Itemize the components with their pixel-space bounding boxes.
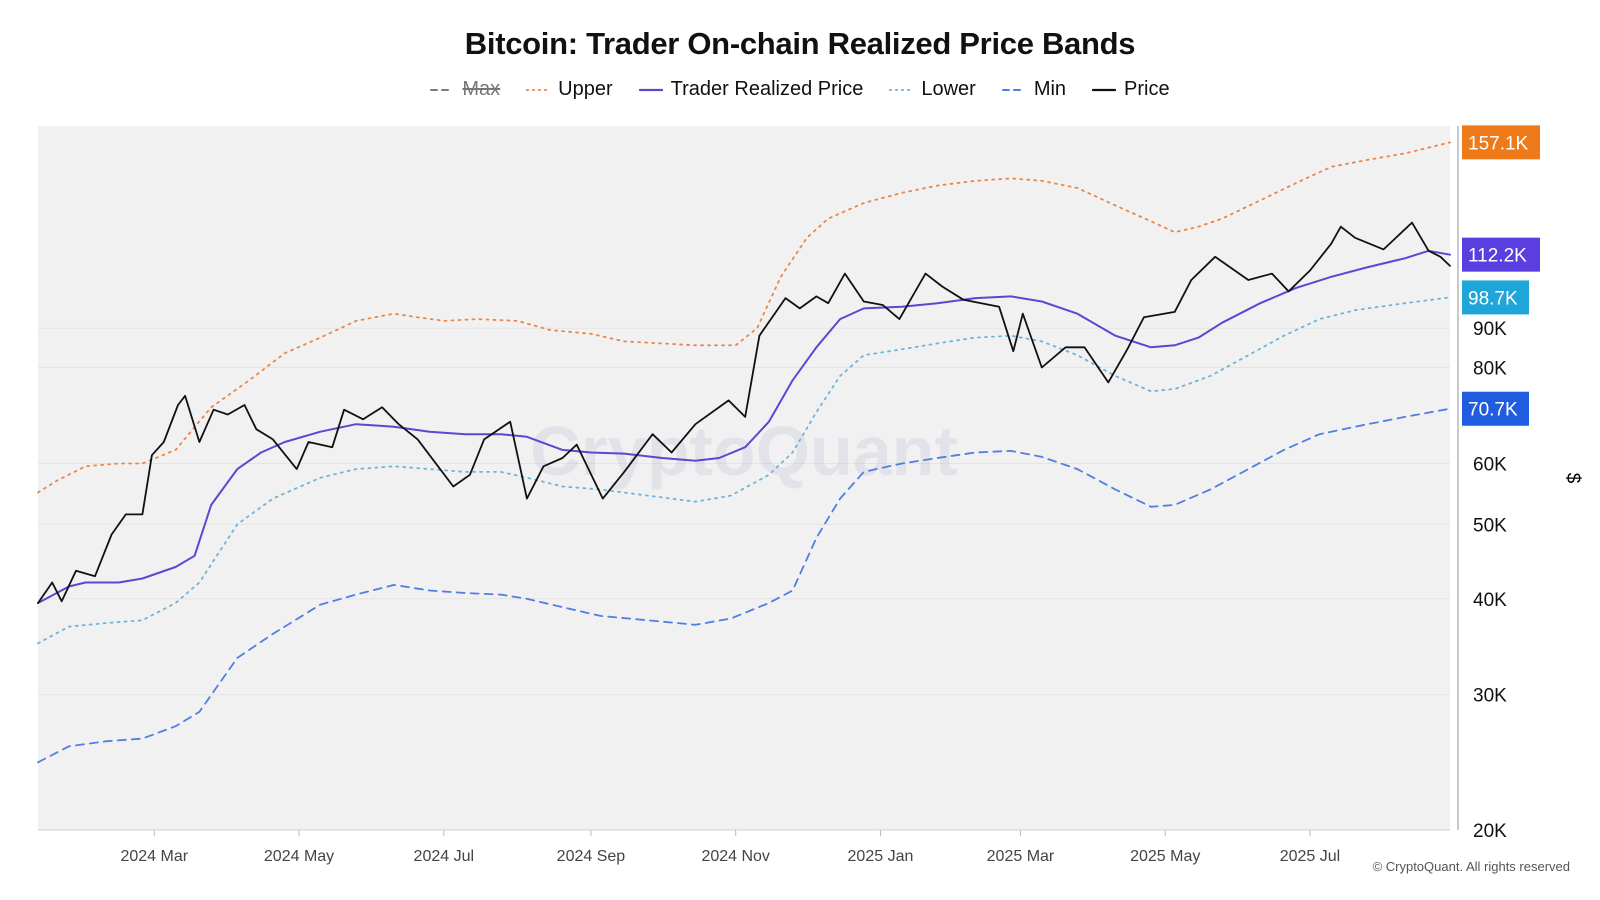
x-tick-label: 2025 May bbox=[1130, 848, 1200, 865]
legend-swatch bbox=[638, 88, 663, 91]
y-tick-label: 60K bbox=[1473, 454, 1507, 475]
y-axis-label: $ bbox=[1562, 473, 1583, 484]
x-tick-label: 2024 Mar bbox=[120, 848, 188, 865]
series-group bbox=[37, 141, 1451, 764]
series-min bbox=[37, 407, 1451, 764]
y-tick-label: 80K bbox=[1473, 359, 1507, 380]
y-tick-label: 90K bbox=[1473, 319, 1507, 340]
y-ticks: 20K 30K 40K 50K 60K 80K 90K bbox=[1473, 319, 1507, 842]
legend-label: Lower bbox=[921, 78, 976, 100]
legend-label: Min bbox=[1033, 78, 1067, 100]
legend-swatch bbox=[1092, 88, 1117, 91]
legend-item-upper[interactable]: Upper bbox=[526, 78, 613, 101]
x-tick-label: 2025 Jan bbox=[848, 848, 914, 865]
legend: Max Upper Trader Realized Price Lower Min Pri… bbox=[0, 78, 1600, 101]
legend-label: Trader Realized Price bbox=[670, 78, 864, 100]
badge-label: 98.7K bbox=[1468, 288, 1518, 309]
badge-label: 70.7K bbox=[1468, 400, 1518, 421]
series-trader-realized-price bbox=[37, 249, 1451, 604]
x-tick-label: 2024 Sep bbox=[557, 848, 626, 865]
badge-trader-realized-price bbox=[1462, 237, 1540, 272]
series-upper bbox=[37, 141, 1451, 494]
x-tick-label: 2024 Jul bbox=[414, 848, 475, 865]
legend-item-lower[interactable]: Lower bbox=[889, 78, 976, 101]
watermark: CryptoQuant bbox=[530, 412, 958, 490]
legend-item-min[interactable]: Min bbox=[1001, 78, 1067, 101]
badge-upper bbox=[1462, 125, 1540, 160]
x-tick-label: 2024 Nov bbox=[701, 848, 770, 865]
legend-label: Max bbox=[462, 78, 501, 100]
legend-swatch bbox=[526, 88, 551, 91]
legend-swatch bbox=[430, 88, 455, 91]
x-ticks: 2024 Mar 2024 May 2024 Jul 2024 Sep 2024 Nov… bbox=[120, 830, 1340, 865]
x-tick-label: 2025 Jul bbox=[1280, 848, 1341, 865]
badge-min bbox=[1462, 391, 1529, 426]
legend-label: Upper bbox=[558, 78, 613, 100]
badge-lower bbox=[1462, 280, 1529, 315]
y-tick-label: 20K bbox=[1473, 821, 1507, 842]
legend-item-price[interactable]: Price bbox=[1092, 78, 1170, 101]
badge-label: 157.1K bbox=[1468, 133, 1529, 154]
chart-title: Bitcoin: Trader On-chain Realized Price … bbox=[464, 26, 1136, 61]
legend-swatch bbox=[889, 88, 914, 91]
badge-label: 112.2K bbox=[1468, 246, 1527, 267]
copyright: © CryptoQuant. All rights reserved bbox=[1372, 859, 1570, 874]
y-tick-label: 40K bbox=[1473, 590, 1507, 611]
value-badges: 157.1K 112.2K 98.7K 70.7K bbox=[1462, 125, 1540, 426]
plot-area bbox=[38, 126, 1450, 830]
legend-item-max[interactable]: Max bbox=[430, 78, 500, 101]
y-tick-label: 50K bbox=[1473, 515, 1507, 536]
legend-item-trader-realized-price[interactable]: Trader Realized Price bbox=[638, 78, 864, 101]
x-tick-label: 2025 Mar bbox=[987, 848, 1055, 865]
series-price bbox=[37, 221, 1451, 604]
x-tick-label: 2024 May bbox=[264, 848, 334, 865]
legend-swatch bbox=[1001, 88, 1026, 91]
y-tick-label: 30K bbox=[1473, 686, 1507, 707]
legend-label: Price bbox=[1124, 78, 1170, 100]
